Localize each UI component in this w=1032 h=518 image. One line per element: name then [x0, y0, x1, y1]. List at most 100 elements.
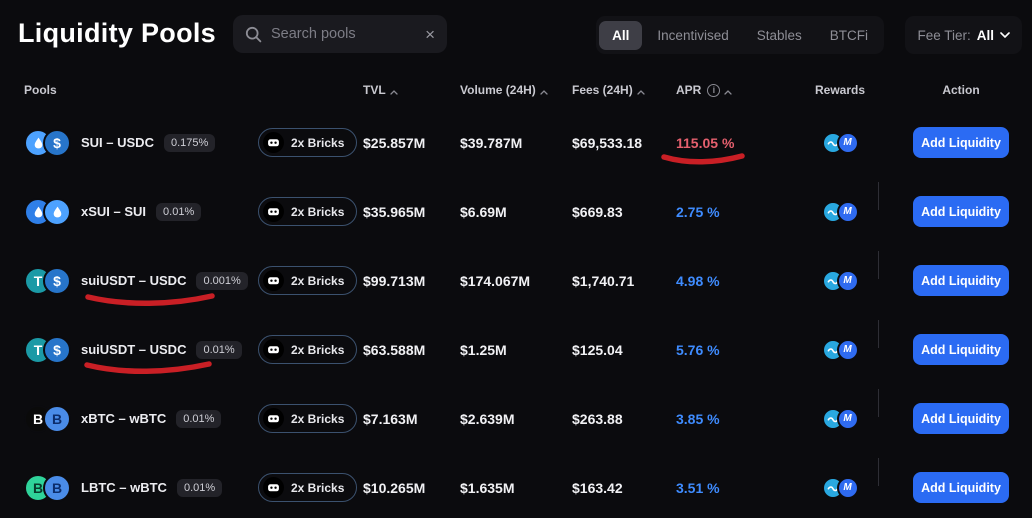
pool-row[interactable]: suiUSDT – USDC 0.01% 2x Bricks $63.588M … [0, 315, 1032, 384]
tvl-value: $63.588M [363, 341, 426, 358]
sort-caret-icon [390, 84, 398, 98]
fee-tier-dropdown[interactable]: Fee Tier: All [905, 16, 1022, 54]
pool-pair-name: xSUI – SUI [81, 204, 147, 219]
bricks-icon [263, 339, 284, 360]
volume-value: $39.787M [460, 134, 523, 151]
column-header-pools: Pools [24, 83, 57, 97]
volume-value: $1.25M [460, 341, 507, 358]
sui-token-icon [43, 197, 71, 226]
column-header-fees[interactable]: Fees (24H) [572, 83, 676, 98]
bricks-icon [263, 270, 284, 291]
column-header-tvl[interactable]: TVL [363, 83, 460, 98]
tvl-value: $10.265M [363, 479, 426, 496]
usdc-token-icon [43, 266, 71, 295]
page-title: Liquidity Pools [18, 18, 216, 48]
pool-row[interactable]: SUI – USDC 0.175% 2x Bricks $25.857M $39… [0, 108, 1032, 177]
bricks-icon [263, 132, 284, 153]
tvl-value: $25.857M [363, 134, 426, 151]
apr-value: 4.98 % [676, 272, 720, 289]
volume-value: $2.639M [460, 410, 515, 427]
apr-value: 3.85 % [676, 410, 720, 427]
column-header-action: Action [942, 83, 980, 97]
fees-value: $669.83 [572, 203, 623, 220]
search-input[interactable] [271, 26, 417, 42]
chevron-down-icon [1000, 32, 1010, 38]
pool-pair-name: LBTC – wBTC [81, 480, 167, 495]
momentum-reward-icon [836, 269, 859, 292]
fee-tier-label: Fee Tier: [917, 27, 971, 43]
apr-value: 3.51 % [676, 479, 720, 496]
token-pair-icons [24, 128, 71, 157]
usdc-token-icon [43, 335, 71, 364]
tab-all[interactable]: All [599, 20, 643, 50]
bricks-multiplier-badge: 2x Bricks [258, 404, 358, 433]
pool-pair-name: suiUSDT – USDC [81, 342, 187, 357]
bricks-label: 2x Bricks [291, 480, 345, 495]
pool-pair-name: suiUSDT – USDC [81, 273, 187, 288]
sort-caret-icon [637, 84, 645, 98]
bricks-multiplier-badge: 2x Bricks [258, 473, 358, 502]
momentum-reward-icon [836, 131, 859, 154]
top-bar: Liquidity Pools × All Incentivised Stabl… [0, 0, 1032, 72]
bricks-label: 2x Bricks [291, 204, 345, 219]
filter-tabs: All Incentivised Stables BTCFi [596, 16, 884, 54]
momentum-reward-icon [836, 476, 859, 499]
fee-tier-badge: 0.01% [176, 409, 222, 428]
tvl-value: $35.965M [363, 203, 426, 220]
sort-caret-icon [540, 84, 548, 98]
token-pair-icons [24, 335, 71, 364]
bricks-icon [263, 477, 284, 498]
token-pair-icons [24, 266, 71, 295]
bricks-multiplier-badge: 2x Bricks [258, 266, 358, 295]
fee-tier-badge: 0.01% [156, 202, 202, 221]
momentum-reward-icon [836, 407, 859, 430]
add-liquidity-button[interactable]: Add Liquidity [913, 403, 1009, 434]
apr-value: 5.76 % [676, 341, 720, 358]
apr-value: 2.75 % [676, 203, 720, 220]
search-box[interactable]: × [233, 15, 447, 53]
bricks-label: 2x Bricks [291, 135, 345, 150]
bricks-icon [263, 201, 284, 222]
add-liquidity-button[interactable]: Add Liquidity [913, 127, 1009, 158]
pool-pair-name: xBTC – wBTC [81, 411, 167, 426]
bricks-multiplier-badge: 2x Bricks [258, 128, 358, 157]
momentum-reward-icon [836, 200, 859, 223]
fee-tier-badge: 0.01% [176, 478, 223, 497]
fees-value: $163.42 [572, 479, 623, 496]
pool-row[interactable]: suiUSDT – USDC 0.001% 2x Bricks $99.713M… [0, 246, 1032, 315]
rewards-icons [790, 131, 890, 154]
info-icon[interactable] [707, 83, 721, 97]
pool-row[interactable]: LBTC – wBTC 0.01% 2x Bricks $10.265M $1.… [0, 453, 1032, 518]
fee-tier-badge: 0.175% [163, 133, 216, 152]
search-clear-icon[interactable]: × [425, 24, 435, 44]
add-liquidity-button[interactable]: Add Liquidity [913, 196, 1009, 227]
fee-tier-value: All [976, 27, 994, 43]
usdc-token-icon [43, 128, 71, 157]
apr-value: 115.05 % [676, 134, 735, 151]
tab-stables[interactable]: Stables [756, 27, 802, 43]
column-header-apr[interactable]: APR [676, 83, 790, 98]
token-pair-icons [24, 473, 71, 502]
tab-btcfi[interactable]: BTCFi [829, 27, 868, 43]
tab-incentivised[interactable]: Incentivised [657, 27, 729, 43]
volume-value: $174.067M [460, 272, 531, 289]
momentum-reward-icon [836, 338, 859, 361]
token-pair-icons [24, 404, 71, 433]
rewards-icons [790, 407, 890, 430]
column-header-volume[interactable]: Volume (24H) [460, 83, 572, 98]
volume-value: $1.635M [460, 479, 515, 496]
add-liquidity-button[interactable]: Add Liquidity [913, 334, 1009, 365]
fees-value: $125.04 [572, 341, 623, 358]
volume-value: $6.69M [460, 203, 507, 220]
add-liquidity-button[interactable]: Add Liquidity [913, 472, 1009, 503]
bricks-icon [263, 408, 284, 429]
pool-row[interactable]: xSUI – SUI 0.01% 2x Bricks $35.965M $6.6… [0, 177, 1032, 246]
rewards-icons [790, 476, 890, 499]
fees-value: $69,533.18 [572, 134, 643, 151]
pool-row[interactable]: xBTC – wBTC 0.01% 2x Bricks $7.163M $2.6… [0, 384, 1032, 453]
sort-caret-icon [724, 84, 732, 98]
pool-pair-name: SUI – USDC [81, 135, 154, 150]
rewards-icons [790, 338, 890, 361]
add-liquidity-button[interactable]: Add Liquidity [913, 265, 1009, 296]
search-icon [245, 26, 262, 43]
